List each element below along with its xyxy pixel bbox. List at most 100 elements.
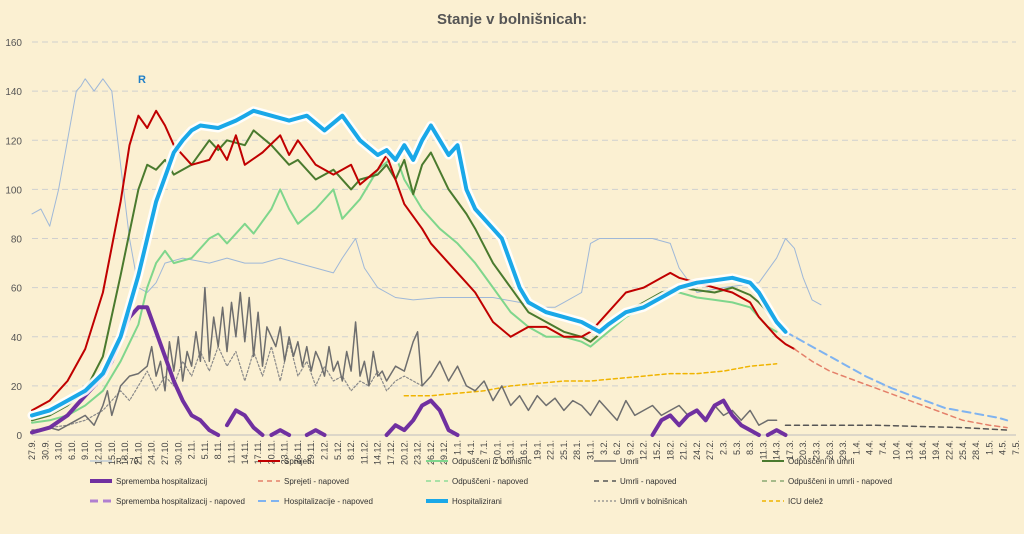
x-tick-label: 16.4. (918, 440, 928, 460)
y-axis: 0 20 40 60 80 100 120 140 160 (5, 38, 22, 442)
x-tick-label: 13.1. (506, 440, 516, 460)
x-tick-label: 16.1. (519, 440, 529, 460)
series-line-odpu-eni-iz-bolni-nic (31, 154, 778, 424)
x-tick-label: 27.2. (705, 440, 715, 460)
x-tick-label: 31.1. (585, 440, 595, 460)
y-tick-label: 140 (5, 87, 22, 98)
x-tick-label: 27.10. (160, 440, 170, 465)
x-tick-label: 3.10. (54, 440, 64, 460)
x-tick-label: 30.9. (40, 440, 50, 460)
y-tick-label: 0 (16, 431, 22, 442)
x-tick-label: 2.3. (718, 440, 728, 455)
legend-label: ICU delež (788, 497, 823, 506)
x-tick-label: 20.12. (399, 440, 409, 465)
x-tick-label: 30.10. (173, 440, 183, 465)
series-line-sprememba-hospitalizacij (304, 428, 327, 437)
series-line-hospitalizacije-napoved (784, 330, 1009, 422)
x-tick-label: 4.5. (998, 440, 1008, 455)
x-tick-label: 29.11. (306, 440, 316, 464)
x-tick-label: 6.2. (612, 440, 622, 455)
x-tick-label: 9.10. (80, 440, 90, 460)
x-tick-label: 26.12. (426, 440, 436, 465)
x-tick-label: 10.1. (492, 440, 502, 460)
x-tick-label: 27.9. (27, 440, 37, 460)
x-tick-label: 20.3. (798, 440, 808, 460)
series-line-sprememba-hospitalizacij (384, 398, 460, 437)
x-tick-label: 7.4. (878, 440, 888, 455)
x-tick-label: 15.2. (652, 440, 662, 460)
x-tick-label: 4.4. (865, 440, 875, 455)
y-tick-label: 160 (5, 38, 22, 49)
series-line-umrli (31, 286, 778, 431)
y-tick-label: 20 (11, 382, 23, 393)
x-tick-label: 14.3. (772, 440, 782, 460)
x-tick-label: 11.3. (758, 440, 768, 459)
legend-label: R * 70 (116, 457, 139, 466)
x-tick-label: 20.11. (266, 440, 276, 464)
x-tick-label: 29.12. (439, 440, 449, 465)
x-tick-label: 18.2. (665, 440, 675, 460)
x-tick-label: 3.2. (599, 440, 609, 455)
x-tick-label: 21.2. (679, 440, 689, 460)
x-tick-label: 26.3. (825, 440, 835, 460)
x-tick-label: 7.5. (1011, 440, 1021, 455)
x-tick-label: 8.11. (213, 440, 223, 459)
x-tick-label: 21.10. (133, 440, 143, 465)
x-tick-label: 15.10. (107, 440, 117, 465)
series-line-sprejeti (31, 109, 796, 412)
legend-label: Odpuščeni in umrli - napoved (788, 477, 892, 486)
x-tick-label: 1.5. (984, 440, 994, 455)
x-tick-label: 18.10. (120, 440, 130, 465)
x-tick-label: 2.12. (320, 440, 330, 460)
x-tick-label: 8.3. (745, 440, 755, 455)
legend-label: Umrli (620, 457, 639, 466)
x-tick-label: 11.12. (359, 440, 369, 464)
x-tick-label: 5.11. (200, 440, 210, 459)
legend-label: Umrli v bolnišnicah (620, 497, 687, 506)
x-tick-label: 9.2. (625, 440, 635, 455)
y-tick-label: 120 (5, 136, 22, 147)
x-tick-label: 17.11. (253, 440, 263, 464)
x-tick-label: 5.12. (333, 440, 343, 460)
y-tick-label: 40 (11, 333, 23, 344)
x-tick-label: 17.12. (386, 440, 396, 465)
x-tick-label: 26.11. (293, 440, 303, 464)
legend-label: Hospitalizacije - napoved (284, 497, 373, 506)
x-tick-label: 1.1. (453, 440, 463, 455)
x-tick-label: 17.3. (785, 440, 795, 460)
r-label: R (138, 74, 146, 86)
legend-label: Sprememba hospitalizacij (116, 477, 207, 486)
x-tick-label: 14.12. (373, 440, 383, 465)
legend-label: Umrli - napoved (620, 477, 676, 486)
series-line-r-70 (31, 78, 822, 308)
series-line-hospitalizirani (30, 108, 788, 418)
x-tick-label: 23.12. (413, 440, 423, 465)
legend-label: Odpuščeni in umrli (788, 457, 854, 466)
series-glow-hospitalizirani (27, 106, 790, 420)
x-tick-label: 11.11. (226, 440, 236, 464)
legend-label: Odpuščeni - napoved (452, 477, 528, 486)
x-tick-label: 4.1. (466, 440, 476, 455)
x-tick-label: 24.10. (147, 440, 157, 465)
x-tick-label: 10.4. (891, 440, 901, 460)
x-tick-label: 5.3. (732, 440, 742, 455)
x-tick-label: 25.1. (559, 440, 569, 460)
x-tick-label: 19.1. (532, 440, 542, 460)
x-tick-label: 28.4. (971, 440, 981, 460)
y-tick-label: 80 (11, 235, 23, 246)
legend-label: Odpuščeni iz bolnišnic (452, 457, 532, 466)
x-tick-label: 25.4. (958, 440, 968, 460)
x-tick-label: 2.11. (187, 440, 197, 459)
x-tick-label: 12.2. (639, 440, 649, 460)
legend-label: Sprememba hospitalizacij - napoved (116, 497, 245, 506)
series-line-sprememba-hospitalizacij (225, 408, 265, 437)
x-tick-label: 8.12. (346, 440, 356, 460)
x-tick-label: 28.1. (572, 440, 582, 460)
x-tick-label: 1.4. (851, 440, 861, 455)
y-tick-label: 100 (5, 185, 22, 196)
series-line-icu-dele (403, 363, 778, 397)
x-tick-label: 12.10. (93, 440, 103, 465)
legend: R * 70 Sprejeti Odpuščeni iz bolnišnic Umrl… (90, 457, 892, 506)
legend-label: Hospitalizirani (452, 497, 502, 506)
legend-label: Sprejeti - napoved (284, 477, 349, 486)
